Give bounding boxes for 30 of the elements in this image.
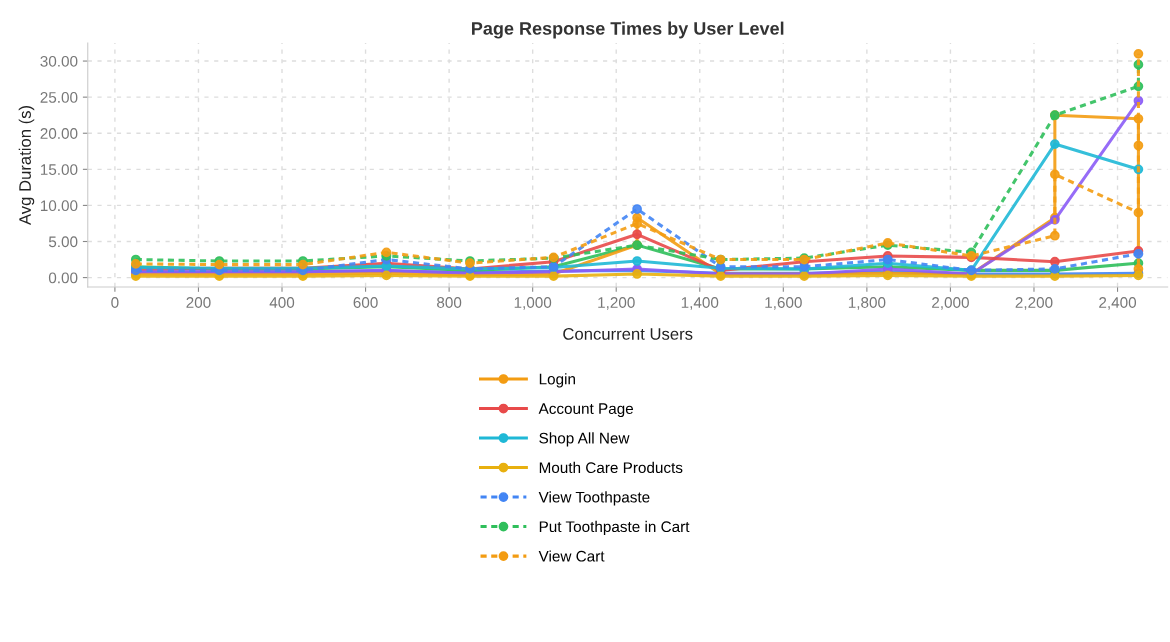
y-tick-label: 15.00	[40, 164, 78, 176]
x-tick-label: 1,800	[848, 297, 886, 310]
y-tick-label: 5.00	[48, 236, 78, 248]
y-axis-title: Avg Duration (s)	[18, 105, 35, 226]
x-tick-label: 1,000	[514, 297, 552, 310]
legend-label: View Cart	[538, 550, 605, 562]
x-tick-label: 600	[353, 297, 378, 308]
x-tick-label: 1,200	[598, 297, 635, 310]
legend-label: Put Toothpaste in Cart	[539, 520, 690, 536]
x-tick-label: 200	[186, 297, 211, 308]
legend-label: View Toothpaste	[538, 491, 650, 506]
x-tick-label: 1,600	[765, 297, 802, 310]
y-tick-label: 0.00	[48, 272, 78, 284]
legend-label: Mouth Care Products	[539, 461, 683, 474]
x-tick-label: 800	[437, 297, 462, 308]
y-tick-label: 25.00	[40, 92, 78, 103]
x-tick-label: 2,000	[932, 297, 969, 310]
y-tick-label: 20.00	[40, 128, 78, 139]
x-tick-label: 2,400	[1099, 297, 1137, 310]
x-tick-label: 400	[269, 297, 295, 308]
legend-label: Login	[539, 373, 575, 388]
legend-label: Account Page	[538, 403, 634, 418]
x-tick-label: 0	[111, 297, 119, 308]
x-tick-label: 2,200	[1015, 297, 1053, 310]
y-tick-label: 30.00	[40, 55, 78, 67]
legend-label: Shop All New	[539, 432, 630, 447]
y-tick-label: 10.00	[40, 200, 78, 212]
chart-title: Page Response Times by User Level	[472, 21, 784, 39]
x-tick-label: 1,400	[681, 297, 719, 310]
x-axis-title: Concurrent Users	[563, 328, 693, 340]
